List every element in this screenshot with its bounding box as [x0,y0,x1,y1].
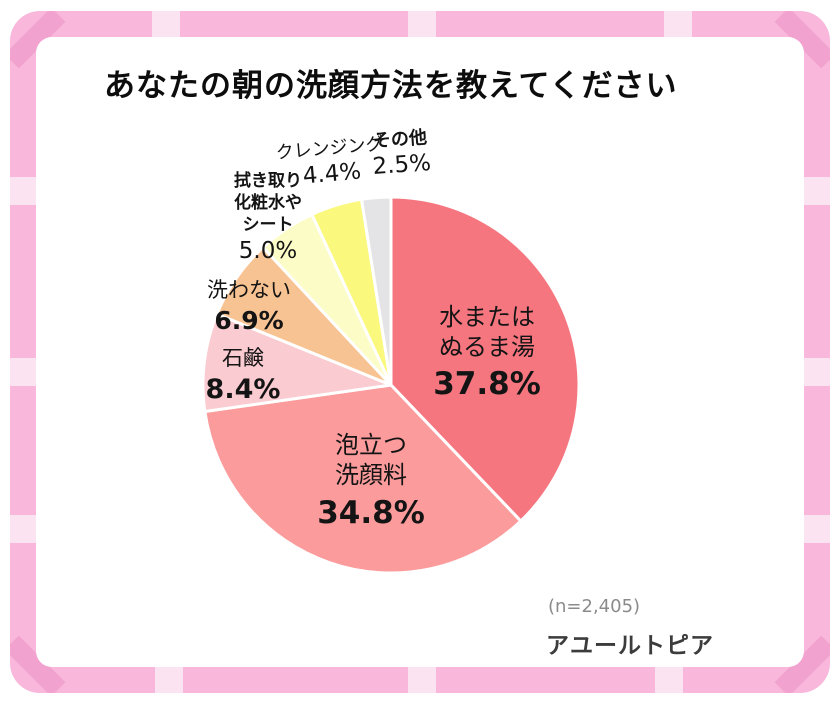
slice-label-wipe-lotion-sheet: 拭き取り 化粧水や シート 5.0% [198,170,338,266]
slice-name: 拭き取り [234,171,302,191]
slice-percentage: 6.9% [214,306,284,336]
slice-percentage: 8.4% [205,374,281,406]
frame-stripe [152,11,180,38]
pie-slice-1 [203,383,523,575]
slice-name: 洗顔料 [335,461,407,489]
frame-stripe [408,11,436,38]
slice-label-water: 水または ぬるま湯 37.8% [397,302,577,403]
frame-stripe [803,358,830,386]
slice-label-no-wash: 洗わない 6.9% [179,278,319,336]
slice-label-soap: 石鹸 8.4% [183,346,303,407]
frame-stripe [664,11,692,38]
slice-name: 泡立つ [335,431,407,459]
frame-stripe [655,666,683,693]
slice-percentage: 34.8% [317,495,425,531]
slice-percentage: 5.0% [238,238,298,265]
slice-name: シート [242,215,294,236]
frame-stripe [803,515,830,543]
pie-svg [201,195,581,575]
pie-slice-0 [389,195,581,523]
slice-name: ぬるま湯 [439,333,535,361]
frame-stripe [155,666,183,693]
page-title: あなたの朝の洗顔方法を教えてください [104,68,678,104]
frame-stripe [10,358,37,386]
frame-stripe [10,177,37,205]
pie-slice-6 [360,195,393,387]
frame-stripe [10,515,37,543]
slice-name: 洗わない [207,278,291,302]
pie-slice-2 [201,312,393,414]
slice-name: 石鹸 [222,346,264,370]
slice-label-other: その他 2.5% [349,126,452,183]
frame-stripe [803,177,830,205]
slice-percentage: 37.8% [433,366,541,402]
slice-name: 化粧水や [234,193,302,214]
sample-size-label: (n=2,405) [548,596,641,617]
slice-name: 水または [439,303,535,331]
brand-label: アユールトピア [546,633,714,659]
slice-label-foaming-cleanser: 泡立つ 洗顔料 34.8% [286,430,456,532]
frame-stripe [408,666,436,693]
pie-chart [191,185,591,585]
